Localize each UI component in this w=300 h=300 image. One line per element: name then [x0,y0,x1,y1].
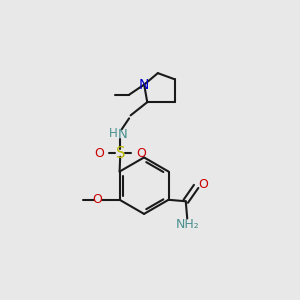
Text: H: H [109,127,118,140]
Text: O: O [93,193,103,206]
Text: O: O [94,147,104,160]
Text: N: N [118,128,128,141]
Text: O: O [136,147,146,160]
Text: N: N [139,78,149,92]
Text: O: O [198,178,208,191]
Text: S: S [116,146,125,160]
Text: NH₂: NH₂ [176,218,199,231]
